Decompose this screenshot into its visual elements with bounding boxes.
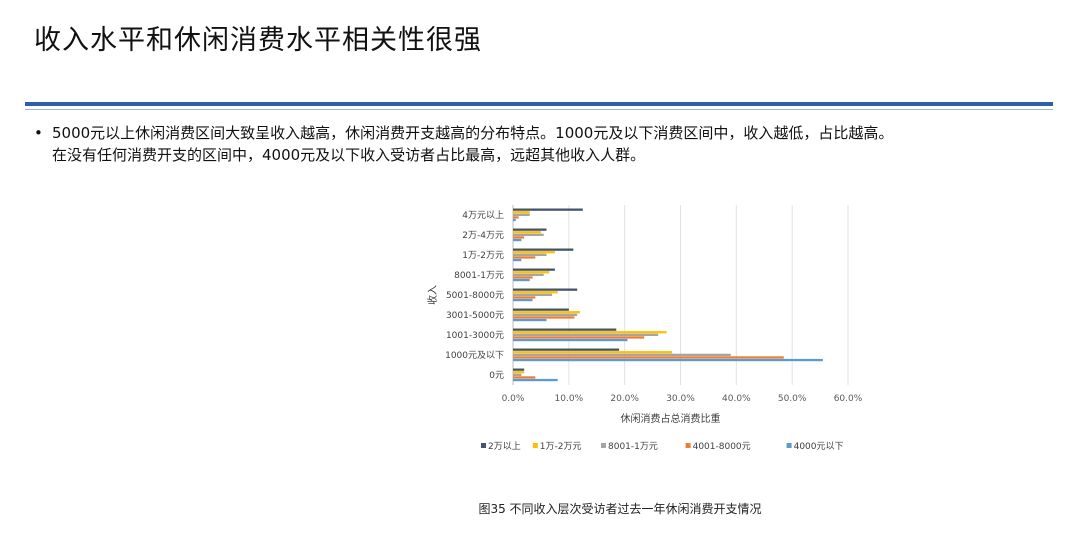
bar [513,228,547,231]
bar [513,333,659,336]
y-tick-label: 2万-4万元 [462,231,504,241]
bar [513,288,578,291]
bar [513,353,731,356]
legend-label: 1万-2万元 [540,442,582,452]
x-tick-label: 0.0% [502,394,525,404]
x-tick-label: 50.0% [778,394,807,404]
bar [513,331,667,334]
bar [513,218,516,222]
y-tick-label: 4万元以上 [462,210,504,221]
legend-swatch [601,443,606,448]
bar [513,316,575,319]
bar [513,236,525,239]
bar [513,298,533,302]
bar [513,256,536,259]
legend-label: 4001-8000元 [693,442,751,452]
bar [513,208,583,211]
bar [513,216,519,219]
bar [513,311,580,314]
y-tick-label: 5001-8000元 [446,291,504,301]
bar [513,338,628,342]
legend-swatch [685,443,691,448]
y-axis-title: 收入 [426,285,439,305]
bar [513,351,673,354]
bar [513,368,525,371]
bar [513,276,533,279]
bullet-paragraph: • 5000元以上休闲消费区间大致呈收入越高，休闲消费开支越高的分布特点。100… [34,122,1064,166]
bar [513,296,536,299]
bar [513,213,530,216]
bar [513,273,544,276]
x-axis-title: 休闲消费占总消费比重 [621,412,721,425]
bullet-line-1: 5000元以上休闲消费区间大致呈收入越高，休闲消费开支越高的分布特点。1000元… [52,124,894,142]
bar [513,356,784,359]
bar [513,373,522,376]
legend-label: 2万以上 [488,441,521,452]
bar [513,313,578,316]
bar [513,278,530,282]
x-tick-label: 60.0% [834,394,863,404]
header-rule [25,102,1053,106]
y-tick-label: 8001-1万元 [454,271,504,281]
bar [513,211,530,214]
bar [513,371,525,374]
x-tick-label: 40.0% [722,394,751,404]
bar [513,376,536,379]
bar [513,268,555,271]
legend-label: 4000元以下 [794,442,844,452]
bar [513,318,547,322]
bar [513,258,522,262]
bar [513,248,574,251]
bar [513,238,522,242]
bar [513,348,620,351]
bullet-line-2: 在没有任何消费开支的区间中，4000元及以下收入受访者占比最高，远超其他收入人群… [52,146,646,164]
bullet-text: 5000元以上休闲消费区间大致呈收入越高，休闲消费开支越高的分布特点。1000元… [52,122,1064,166]
y-tick-label: 0元 [489,371,504,381]
page-title: 收入水平和休闲消费水平相关性很强 [34,25,482,56]
bar [513,336,645,339]
legend-label: 8001-1万元 [608,442,658,452]
header-rule-thin [25,109,1053,110]
x-tick-label: 30.0% [666,394,695,404]
y-tick-label: 1000元及以下 [445,350,504,361]
x-tick-label: 20.0% [610,394,639,404]
x-tick-label: 10.0% [555,394,584,404]
bar [513,231,541,234]
bar [513,271,550,274]
bullet-marker: • [34,124,43,142]
y-tick-label: 3001-5000元 [446,311,504,321]
figure-caption: 图35 不同收入层次受访者过去一年休闲消费开支情况 [478,502,762,516]
bar [513,328,617,331]
y-tick-label: 1万-2万元 [462,251,504,261]
bar [513,358,823,362]
y-tick-label: 1001-3000元 [446,331,504,341]
bar [513,233,544,236]
bar [513,253,547,256]
legend-swatch [481,443,486,448]
bar [513,251,555,254]
bar [513,308,569,311]
legend-swatch [786,443,792,448]
legend-swatch [532,443,538,448]
bar [513,293,553,296]
bar [513,291,558,294]
bar [513,378,558,382]
